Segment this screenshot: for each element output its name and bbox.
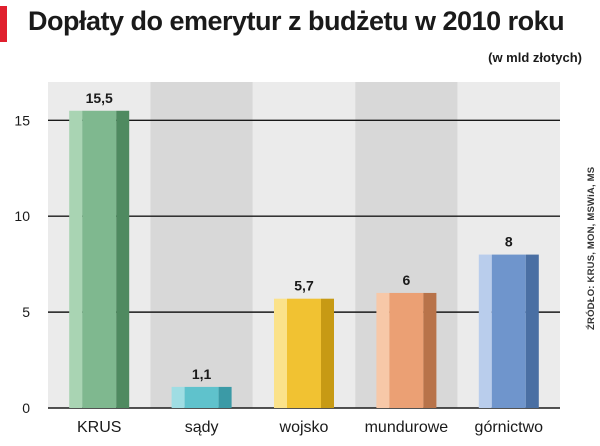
- x-category-label: górnictwo: [475, 419, 544, 436]
- y-tick-label: 10: [14, 208, 30, 224]
- bar-segment-mid: [82, 110, 117, 408]
- bar-segment-mid: [491, 254, 526, 408]
- bar-segment-dark: [423, 292, 437, 408]
- bar-segment-light: [376, 292, 390, 408]
- x-category-label: KRUS: [77, 419, 121, 436]
- bar-segment-mid: [184, 386, 219, 408]
- bar-KRUS: [69, 110, 130, 408]
- x-category-label: wojsko: [279, 419, 329, 436]
- x-category-label: sądy: [185, 419, 219, 436]
- bar-value-label: 15,5: [86, 90, 113, 106]
- bar-value-label: 1,1: [192, 366, 212, 382]
- bar-mundurowe: [376, 292, 437, 408]
- bar-segment-mid: [389, 292, 424, 408]
- y-tick-label: 15: [14, 112, 30, 128]
- bar-segment-light: [171, 386, 185, 408]
- bar-segment-dark: [218, 386, 232, 408]
- bar-sądy: [171, 386, 232, 408]
- bar-value-label: 8: [505, 234, 513, 250]
- bar-wojsko: [274, 298, 334, 408]
- chart-subtitle: (w mld złotych): [488, 50, 582, 65]
- bar-segment-light: [274, 298, 287, 408]
- plot-panel: [150, 82, 253, 408]
- chart-title: Dopłaty do emerytur z budżetu w 2010 rok…: [28, 6, 565, 36]
- x-category-label: mundurowe: [365, 419, 449, 436]
- bar-value-label: 6: [403, 272, 411, 288]
- bar-segment-dark: [116, 110, 130, 408]
- y-tick-label: 5: [22, 304, 30, 320]
- bar-segment-dark: [321, 298, 334, 408]
- bar-górnictwo: [478, 254, 539, 408]
- bar-segment-light: [478, 254, 492, 408]
- bar-segment-light: [69, 110, 83, 408]
- source-note: ŹRÓDŁO: KRUS, MON, MSWiA, MS: [586, 166, 597, 330]
- bar-segment-dark: [525, 254, 539, 408]
- y-tick-label: 0: [22, 400, 30, 416]
- bar-value-label: 5,7: [294, 278, 314, 294]
- bar-segment-mid: [287, 298, 321, 408]
- title-accent-bar: [0, 6, 7, 42]
